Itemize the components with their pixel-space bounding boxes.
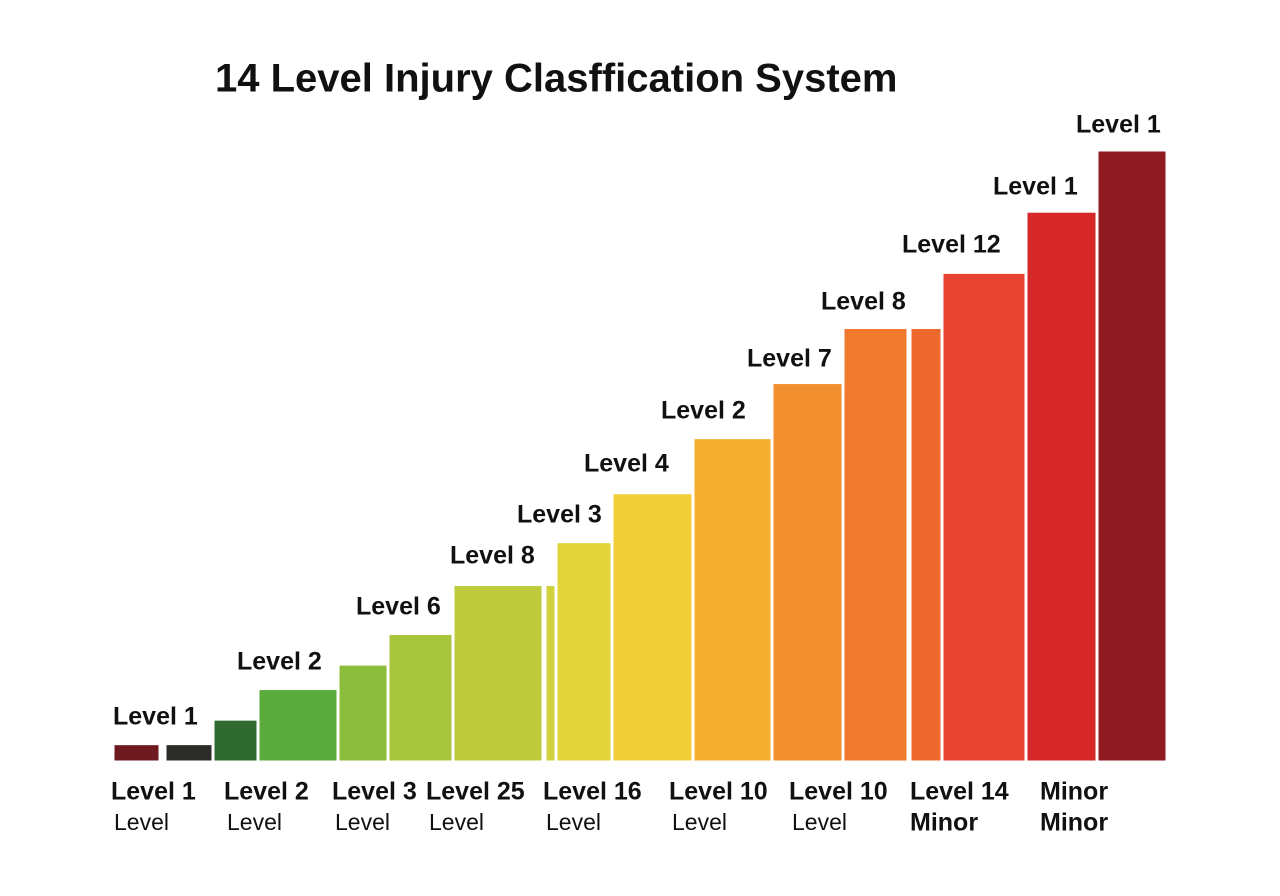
bar [451,583,545,764]
column-sublabel: Level [335,809,390,835]
step-label: Level 3 [517,501,602,529]
column-label: Level 25 [426,778,525,806]
step-label: Level 1 [1076,111,1161,139]
step-label: Level 2 [661,397,746,425]
step-label: Level 12 [902,231,1001,259]
column-label: Level 1 [111,778,196,806]
column-label: Minor [1040,778,1108,806]
column-sublabel: Minor [910,809,978,837]
bar [111,742,162,764]
column-label: Level 14 [910,778,1009,806]
step-label: Level 7 [747,345,832,373]
bar [1024,209,1105,764]
step-label: Level 6 [356,593,441,621]
bar [940,270,1040,764]
bar [1095,148,1169,764]
column-label: Level 3 [332,778,417,806]
bar [770,381,854,764]
step-label: Level 8 [821,288,906,316]
column-sublabel: Level [114,809,169,835]
column-sublabel: Level [672,809,727,835]
column-label: Level 10 [789,778,888,806]
column-label: Level 16 [543,778,642,806]
column-sublabel: Level [546,809,601,835]
step-label: Level 8 [450,542,535,570]
bar [841,325,910,764]
chart-title: 14 Level Injury Clasffication System [215,57,897,101]
column-sublabel: Level [227,809,282,835]
column-sublabel: Level [429,809,484,835]
column-sublabel: Minor [1040,809,1108,837]
bar [256,687,340,764]
step-label: Level 1 [993,173,1078,201]
column-sublabel: Level [792,809,847,835]
step-label: Level 4 [584,450,669,478]
step-label: Level 1 [113,703,198,731]
column-label: Level 2 [224,778,309,806]
column-label: Level 10 [669,778,768,806]
step-label: Level 2 [237,648,322,676]
